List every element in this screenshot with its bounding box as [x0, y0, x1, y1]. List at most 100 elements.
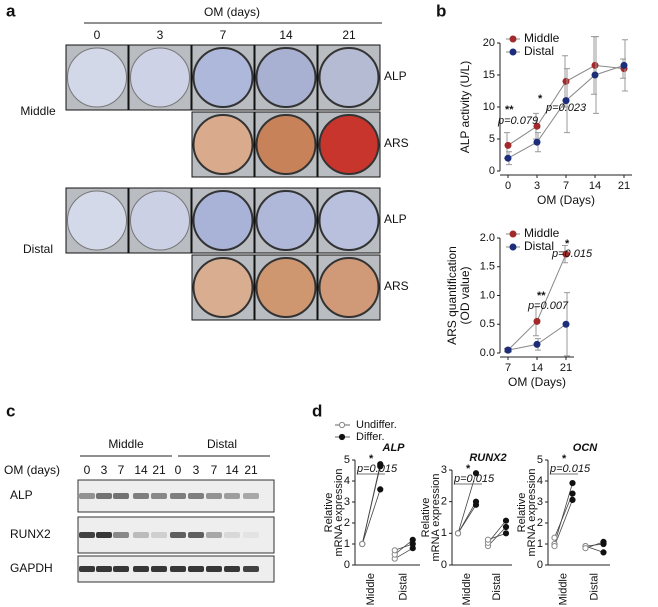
data-point [569, 490, 576, 497]
well-image [255, 114, 317, 175]
x-tick-label: Middle [461, 573, 473, 605]
data-point [591, 61, 599, 69]
y-tick-label: 0 [344, 559, 350, 571]
data-point [409, 540, 416, 548]
band [206, 566, 222, 572]
y-tick-label: 4 [537, 475, 543, 487]
band [96, 493, 112, 499]
well-image [318, 190, 380, 251]
well-image [255, 257, 317, 318]
band [170, 493, 186, 499]
band [188, 493, 204, 499]
y-tick-label: 3 [441, 464, 447, 476]
well-image [192, 114, 254, 175]
well-image [67, 190, 127, 251]
annotation: p=0.015 [551, 248, 593, 260]
lane-label: 3 [101, 463, 108, 477]
band [188, 532, 204, 538]
lane-label: 0 [175, 463, 182, 477]
well-image [318, 257, 380, 318]
day-label: 21 [342, 28, 356, 42]
y-tick-label: 2 [537, 517, 543, 529]
data-point [502, 523, 510, 531]
y-tick-label: 2 [441, 496, 447, 508]
y-tick-label: 0 [537, 559, 543, 571]
data-point [551, 543, 558, 550]
data-point [472, 470, 480, 477]
lane-label: 7 [118, 463, 125, 477]
band [79, 493, 95, 499]
legend-marker [509, 230, 517, 238]
band [133, 566, 149, 572]
legend-label: Distal [524, 44, 554, 58]
data-point [562, 320, 570, 328]
legend-marker [338, 421, 346, 429]
y-tick-label: 1 [344, 538, 350, 550]
data-point [472, 501, 480, 508]
y-tick-label: 1.0 [480, 289, 495, 301]
well-image [255, 47, 317, 108]
annotation: p=0.023 [545, 102, 587, 114]
well-image [67, 47, 127, 108]
y-tick-label: 3 [537, 496, 543, 508]
y-axis-label: Relative [420, 498, 432, 538]
stain-label: ALP [384, 69, 407, 83]
data-point [533, 138, 541, 146]
band [206, 493, 222, 499]
data-point [562, 97, 570, 105]
data-point [504, 154, 512, 162]
well-image [130, 47, 190, 108]
y-axis-label: mRNA expression [430, 473, 442, 561]
chart-title: ALP [382, 442, 406, 454]
y-axis-label: Relative [516, 493, 528, 533]
x-tick-label: 14 [531, 362, 543, 374]
data-point [562, 77, 570, 85]
chart-title: RUNX2 [469, 452, 506, 464]
axis-label: OM (days) [204, 5, 260, 19]
well-image [192, 47, 254, 108]
data-point [359, 540, 366, 548]
legend-label: Distal [524, 239, 554, 253]
legend-label: Differ. [356, 431, 385, 443]
band [151, 493, 167, 499]
band [224, 532, 240, 538]
stain-label: ALP [384, 212, 407, 226]
x-tick-label: 3 [534, 180, 540, 192]
band [113, 532, 129, 538]
protein-label: GAPDH [10, 561, 53, 575]
data-point [562, 250, 570, 258]
x-tick-label: Distal [588, 573, 600, 601]
day-label: 14 [279, 28, 293, 42]
pair-line [457, 504, 477, 534]
y-tick-label: 0.5 [480, 318, 495, 330]
legend-marker [509, 35, 517, 43]
pair-line [394, 543, 413, 551]
data-point [533, 340, 541, 348]
row-label: Middle [20, 104, 56, 118]
lane-label: 3 [193, 463, 200, 477]
band [151, 566, 167, 572]
day-label: 0 [94, 28, 101, 42]
panel-label: a [6, 1, 16, 20]
y-axis-label: Relative [323, 493, 335, 533]
band [96, 566, 112, 572]
protein-label: RUNX2 [10, 527, 51, 541]
data-point [454, 530, 462, 537]
axis-label: OM (days) [4, 463, 60, 477]
annotation: * [466, 463, 471, 475]
band [243, 532, 259, 538]
y-tick-label: 20 [483, 37, 495, 49]
legend-label: Middle [524, 31, 560, 45]
group-label: Middle [108, 437, 144, 451]
data-point [569, 496, 576, 503]
well-image [255, 190, 317, 251]
annotation: p=0.079 [497, 115, 538, 127]
panel-label: c [6, 401, 15, 420]
data-point [533, 122, 541, 130]
band [243, 566, 259, 572]
x-axis-label: OM (Days) [537, 193, 595, 207]
x-tick-label: 7 [563, 180, 569, 192]
y-tick-label: 1 [537, 538, 543, 550]
well-image [318, 114, 380, 175]
pair-line [487, 532, 507, 541]
